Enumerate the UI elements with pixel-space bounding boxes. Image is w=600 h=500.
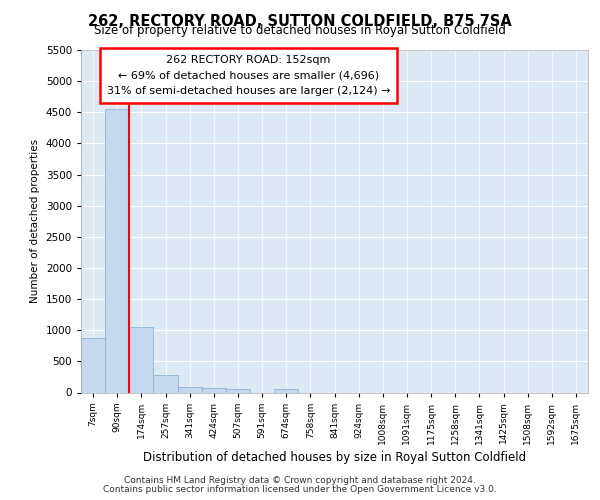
Text: Contains HM Land Registry data © Crown copyright and database right 2024.: Contains HM Land Registry data © Crown c…	[124, 476, 476, 485]
Text: Size of property relative to detached houses in Royal Sutton Coldfield: Size of property relative to detached ho…	[94, 24, 506, 37]
Bar	[81, 338, 105, 392]
X-axis label: Distribution of detached houses by size in Royal Sutton Coldfield: Distribution of detached houses by size …	[143, 450, 526, 464]
Bar	[178, 387, 202, 392]
Bar	[274, 389, 298, 392]
Bar	[154, 375, 178, 392]
Text: 262 RECTORY ROAD: 152sqm
← 69% of detached houses are smaller (4,696)
31% of sem: 262 RECTORY ROAD: 152sqm ← 69% of detach…	[107, 55, 390, 96]
Bar	[105, 109, 129, 393]
Bar	[202, 388, 226, 392]
Y-axis label: Number of detached properties: Number of detached properties	[30, 139, 40, 304]
Bar	[129, 327, 154, 392]
Text: Contains public sector information licensed under the Open Government Licence v3: Contains public sector information licen…	[103, 484, 497, 494]
Text: 262, RECTORY ROAD, SUTTON COLDFIELD, B75 7SA: 262, RECTORY ROAD, SUTTON COLDFIELD, B75…	[88, 14, 512, 29]
Bar	[226, 389, 250, 392]
